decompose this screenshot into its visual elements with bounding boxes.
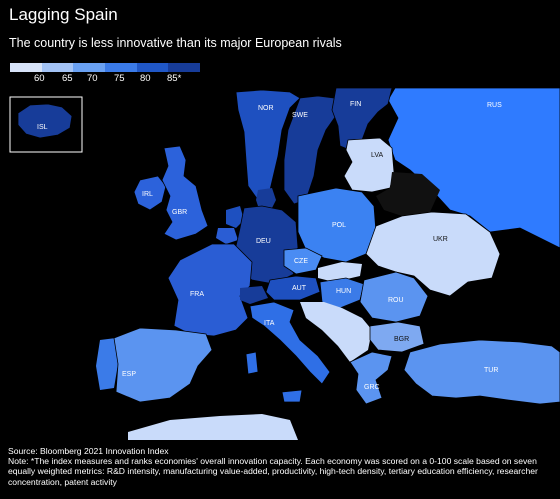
country-PRT — [96, 338, 118, 390]
chart-title: Lagging Spain — [9, 5, 118, 24]
label-GRC: GRC — [364, 384, 380, 391]
label-ESP: ESP — [122, 371, 136, 378]
legend-swatch — [168, 63, 201, 72]
iceland-inset-frame — [9, 96, 83, 153]
legend-swatch — [10, 63, 42, 72]
legend-label: 60 — [34, 73, 45, 84]
country-UKR — [365, 211, 501, 297]
country-IRL — [133, 175, 167, 211]
country-BLR — [376, 172, 440, 216]
label-FRA: FRA — [190, 291, 204, 298]
legend-label: 65 — [62, 73, 73, 84]
country-NLD — [226, 206, 244, 228]
legend-label: 70 — [87, 73, 98, 84]
label-POL: POL — [332, 222, 346, 229]
legend-swatch — [73, 63, 106, 72]
country-FRA — [167, 243, 253, 337]
label-ISL: ISL — [37, 124, 48, 131]
legend-labels: 60 65 70 75 80 85* — [10, 72, 210, 84]
country-RUS — [387, 87, 560, 249]
country-ISL — [17, 103, 73, 139]
country-SVK — [318, 262, 362, 282]
color-legend: 60 65 70 75 80 85* — [10, 63, 210, 84]
legend-label: 75 — [114, 73, 125, 84]
country-ROU — [359, 271, 429, 323]
country-CHE — [240, 286, 268, 304]
label-UKR: UKR — [433, 236, 448, 243]
label-AUT: AUT — [292, 285, 307, 292]
legend-label: 80 — [140, 73, 151, 84]
label-ROU: ROU — [388, 297, 404, 304]
label-DEU: DEU — [256, 238, 271, 245]
label-HUN: HUN — [336, 288, 351, 295]
legend-swatch — [136, 63, 169, 72]
label-ITA: ITA — [264, 320, 275, 327]
country-NOR — [235, 89, 301, 201]
country-TUR — [403, 339, 560, 405]
label-GBR: GBR — [172, 209, 187, 216]
label-BGR: BGR — [394, 336, 409, 343]
region-north-africa — [128, 414, 298, 440]
label-CZE: CZE — [294, 258, 308, 265]
label-IRL: IRL — [142, 191, 153, 198]
label-NOR: NOR — [258, 105, 274, 112]
source-note: Source: Bloomberg 2021 Innovation Index — [8, 446, 169, 456]
country-AUT — [265, 275, 321, 301]
country-BEL — [216, 228, 238, 244]
legend-color-scale — [10, 63, 201, 72]
label-TUR: TUR — [484, 367, 498, 374]
country-ESP — [113, 327, 213, 403]
country-LVA — [343, 137, 395, 193]
chart-footer: Source: Bloomberg 2021 Innovation Index … — [8, 446, 556, 487]
legend-label: 85* — [167, 73, 182, 84]
label-LVA: LVA — [371, 152, 384, 159]
country-BALKANS — [300, 302, 372, 362]
label-FIN: FIN — [350, 101, 361, 108]
legend-swatch — [105, 63, 137, 72]
country-BGR — [369, 321, 425, 353]
label-SWE: SWE — [292, 112, 308, 119]
label-RUS: RUS — [487, 102, 502, 109]
country-CZE — [283, 247, 323, 275]
country-GBR — [161, 145, 209, 241]
methodology-note: Note: *The index measures and ranks econ… — [8, 456, 538, 487]
chart-subtitle: The country is less innovative than its … — [9, 36, 342, 50]
country-GRC — [349, 351, 393, 405]
legend-swatch — [41, 63, 74, 72]
country-ITA — [245, 301, 331, 403]
